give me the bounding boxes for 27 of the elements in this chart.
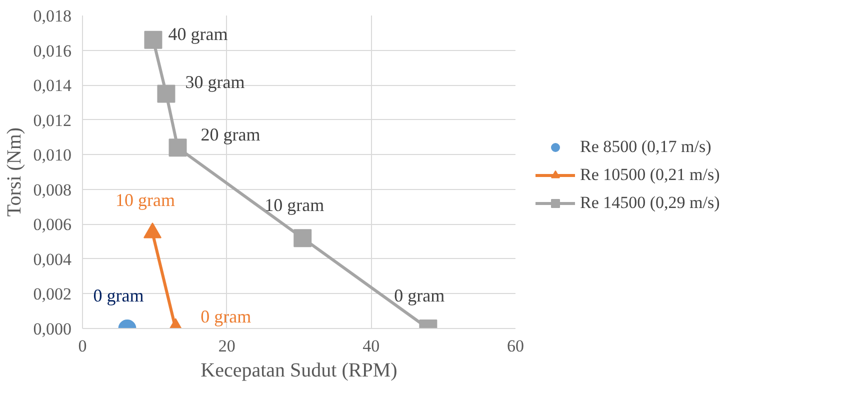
legend-label: Re 14500 (0,29 m/s) xyxy=(580,192,720,212)
y-tick-label: 0,002 xyxy=(33,284,72,304)
y-tick-label: 0,000 xyxy=(33,320,72,338)
y-tick-label: 0,004 xyxy=(33,250,72,269)
annotation: 40 gram xyxy=(168,24,228,44)
y-tick-label: 0,016 xyxy=(33,41,72,60)
annotation: 0 gram xyxy=(200,306,252,326)
x-tick-label: 40 xyxy=(362,336,380,356)
x-tick-label: 20 xyxy=(218,336,236,356)
legend-label: Re 8500 (0,17 m/s) xyxy=(580,136,712,156)
x-axis-title: Kecepatan Sudut (RPM) xyxy=(200,360,398,382)
annotation: 0 gram xyxy=(394,286,445,306)
y-tick-label: 0,012 xyxy=(33,110,72,130)
y-tick-label: 0,006 xyxy=(33,215,72,234)
annotation: 0 gram xyxy=(93,286,144,306)
annotation: 20 gram xyxy=(200,124,260,145)
x-tick-label: 60 xyxy=(507,336,524,356)
x-tick-label: 0 xyxy=(78,336,87,356)
y-tick-label: 0,014 xyxy=(33,76,72,96)
annotation: 30 gram xyxy=(185,72,245,92)
y-tick-label: 0,010 xyxy=(33,146,72,165)
y-tick-label: 0,018 xyxy=(33,6,72,26)
y-tick-label: 0,008 xyxy=(33,180,72,200)
y-axis-title: Torsi (Nm) xyxy=(3,127,26,217)
legend-label: Re 10500 (0,21 m/s) xyxy=(580,164,720,184)
annotation: 10 gram xyxy=(264,195,324,216)
annotation: 10 gram xyxy=(116,190,175,210)
